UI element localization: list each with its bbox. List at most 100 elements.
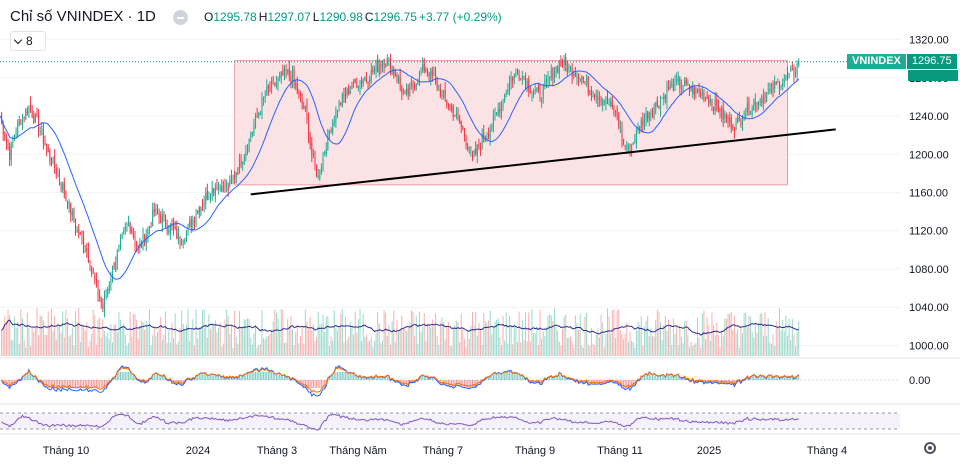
volume-bar bbox=[280, 308, 282, 356]
macd-histogram-bar bbox=[285, 377, 287, 380]
candle-body bbox=[213, 188, 215, 194]
macd-histogram-bar bbox=[619, 380, 621, 385]
volume-bar bbox=[386, 335, 388, 356]
candle-body bbox=[536, 87, 538, 90]
volume-bar bbox=[687, 335, 689, 356]
rsi-pane bbox=[0, 412, 900, 431]
macd-histogram-bar bbox=[121, 372, 123, 380]
macd-histogram-bar bbox=[26, 374, 28, 380]
settings-icon[interactable] bbox=[924, 442, 936, 454]
volume-bar bbox=[489, 310, 491, 356]
volume-bar bbox=[103, 330, 105, 356]
volume-bar bbox=[491, 333, 493, 356]
macd-histogram-bar bbox=[129, 372, 131, 380]
macd-histogram-bar bbox=[454, 380, 456, 387]
macd-histogram-bar bbox=[58, 380, 60, 388]
time-axis[interactable]: Tháng 10 2024 Tháng 3 Tháng Năm Tháng 7 Tháng… bbox=[43, 445, 847, 457]
volume-bar bbox=[337, 330, 338, 356]
candle-body bbox=[206, 190, 208, 200]
volume-bar bbox=[627, 342, 629, 356]
volume-bar bbox=[320, 324, 322, 356]
candle-body bbox=[499, 108, 501, 112]
macd-histogram-bar bbox=[441, 380, 443, 385]
macd-histogram-bar bbox=[661, 375, 663, 380]
volume-bar bbox=[742, 333, 743, 356]
volume-bar bbox=[753, 337, 755, 356]
macd-histogram-bar bbox=[401, 380, 403, 386]
candle-body bbox=[745, 114, 747, 116]
candle-body bbox=[60, 183, 62, 188]
macd-histogram-bar bbox=[193, 378, 195, 380]
macd-histogram-bar bbox=[375, 375, 377, 380]
candle-body bbox=[780, 87, 782, 89]
candle-body bbox=[137, 245, 139, 248]
candle-body bbox=[751, 108, 753, 115]
candle-body bbox=[12, 141, 14, 143]
candle-body bbox=[510, 76, 512, 83]
volume-bar bbox=[632, 342, 634, 356]
candle-body bbox=[157, 209, 158, 214]
volume-bar bbox=[140, 320, 142, 356]
macd-histogram-bar bbox=[279, 373, 281, 380]
candle-body bbox=[444, 89, 446, 98]
candle-body bbox=[147, 229, 149, 239]
macd-histogram-bar bbox=[642, 377, 644, 380]
candle-body bbox=[283, 68, 285, 76]
macd-histogram-bar bbox=[271, 372, 273, 380]
price-axis[interactable]: 1000.00 1040.00 1080.00 1120.00 1160.00 1200.… bbox=[909, 35, 949, 353]
macd-histogram-bar bbox=[680, 378, 682, 380]
candle-body bbox=[795, 73, 797, 77]
candle-body bbox=[417, 82, 419, 84]
volume-bar bbox=[454, 325, 456, 356]
macd-histogram-bar bbox=[774, 376, 776, 380]
candle-body bbox=[743, 117, 745, 121]
candle-body bbox=[401, 85, 403, 93]
candle-body bbox=[176, 228, 178, 240]
volume-bar bbox=[708, 325, 710, 356]
candle-body bbox=[758, 102, 760, 104]
volume-bar bbox=[73, 345, 75, 356]
candle-body bbox=[271, 81, 273, 89]
volume-bar bbox=[674, 333, 676, 356]
macd-histogram-bar bbox=[105, 380, 107, 388]
volume-bar bbox=[692, 345, 694, 356]
candle-body bbox=[148, 226, 150, 232]
volume-bar bbox=[124, 334, 126, 356]
indicator-toggle[interactable]: 8 bbox=[10, 31, 46, 51]
candle-body bbox=[634, 141, 636, 143]
candle-body bbox=[203, 202, 205, 207]
macd-histogram-bar bbox=[84, 380, 86, 388]
x-tick-label: 2025 bbox=[697, 445, 721, 457]
macd-histogram-bar bbox=[259, 372, 261, 380]
volume-bar bbox=[488, 320, 490, 356]
macd-histogram-bar bbox=[788, 377, 790, 380]
macd-histogram-bar bbox=[488, 377, 490, 380]
candle-body bbox=[700, 92, 702, 96]
candle-body bbox=[356, 84, 358, 89]
candle-body bbox=[124, 227, 126, 231]
x-tick-label: Tháng 9 bbox=[515, 445, 555, 457]
volume-bar bbox=[110, 324, 112, 356]
eye-icon[interactable] bbox=[173, 10, 188, 25]
candle-body bbox=[102, 303, 104, 309]
volume-bar bbox=[534, 332, 536, 356]
candle-body bbox=[420, 71, 422, 74]
candle-body bbox=[134, 234, 136, 245]
volume-bar bbox=[300, 336, 302, 356]
candle-body bbox=[602, 99, 604, 106]
macd-histogram-bar bbox=[182, 380, 184, 385]
macd-histogram-bar bbox=[266, 372, 268, 380]
volume-bar bbox=[754, 323, 756, 356]
macd-histogram-bar bbox=[507, 372, 509, 380]
macd-histogram-bar bbox=[312, 380, 314, 388]
macd-histogram-bar bbox=[348, 373, 350, 380]
candle-body bbox=[319, 175, 321, 179]
volume-bar bbox=[50, 308, 52, 356]
candle-body bbox=[177, 233, 179, 240]
candle-body bbox=[179, 235, 181, 245]
candle-body bbox=[688, 84, 690, 90]
volume-bar bbox=[226, 310, 228, 356]
candle-body bbox=[399, 76, 401, 86]
macd-histogram-bar bbox=[770, 375, 772, 380]
